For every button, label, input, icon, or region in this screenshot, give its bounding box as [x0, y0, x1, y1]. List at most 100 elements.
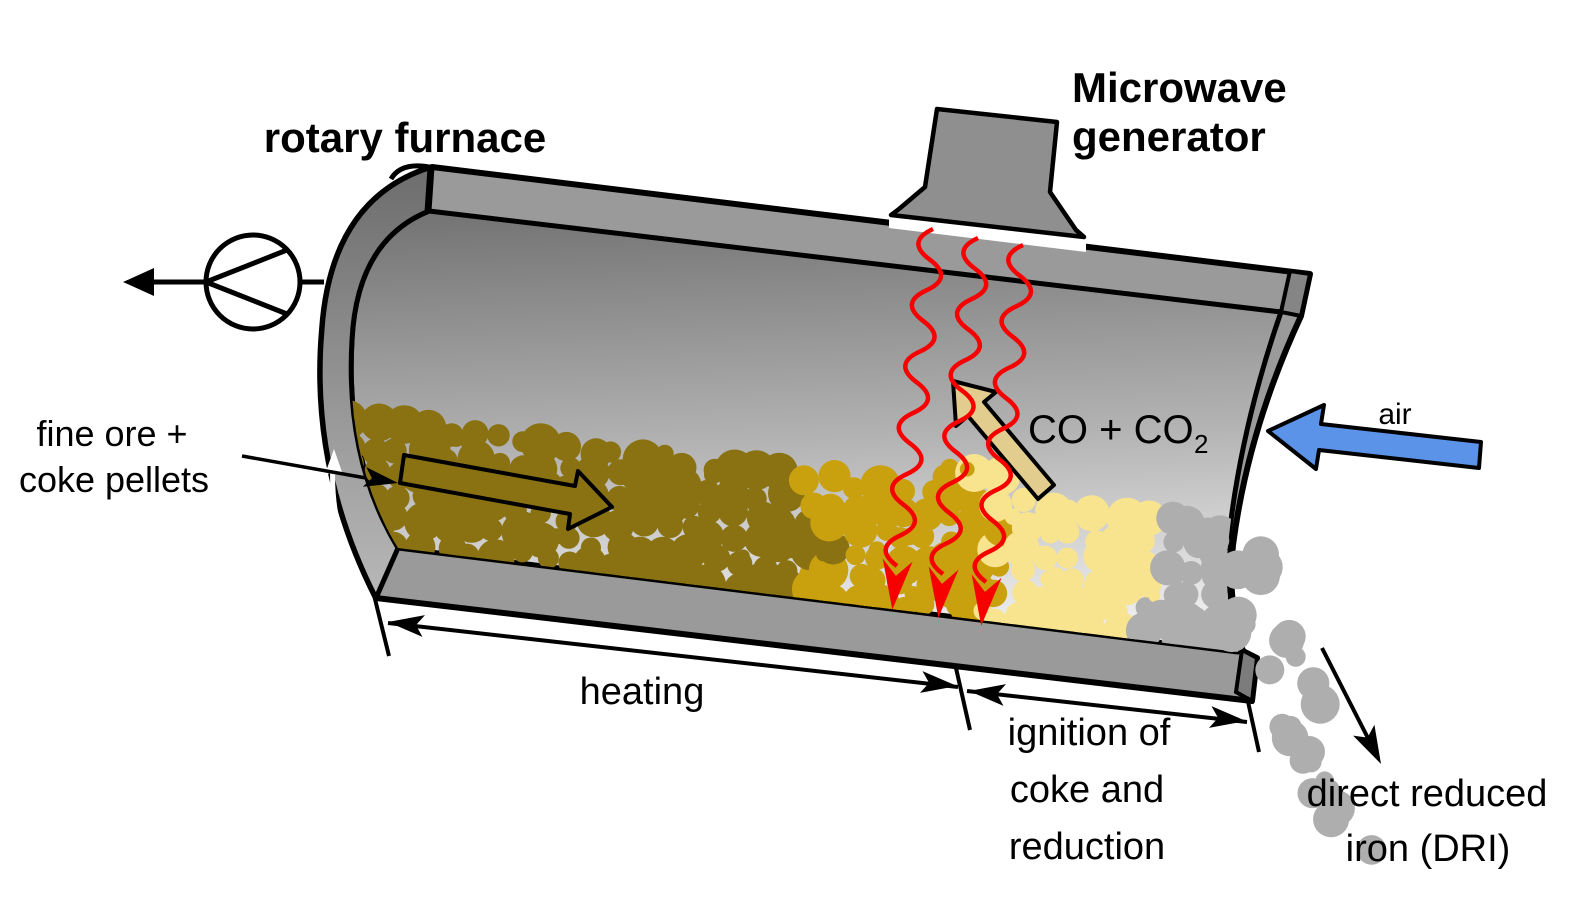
pellet — [362, 438, 390, 466]
ignition-zone-label-line1: ignition of — [1008, 712, 1171, 754]
dri-pellet — [1297, 778, 1328, 809]
pellet — [716, 465, 733, 482]
microwave-rays — [882, 226, 1034, 626]
pellet — [1084, 503, 1099, 518]
furnace-corner-curl — [388, 163, 435, 181]
feed-label-line2: coke pellets — [19, 459, 209, 500]
dri-pointer-arrowhead — [1353, 724, 1381, 764]
pellet — [520, 423, 561, 464]
dri-pellet — [1318, 790, 1355, 827]
pellet — [1011, 487, 1036, 512]
pellet — [818, 460, 851, 493]
pellet — [792, 525, 809, 543]
dri-pellet — [1300, 684, 1340, 724]
pellet — [1056, 547, 1078, 569]
pellet — [390, 416, 409, 435]
pellet — [1032, 545, 1058, 571]
pellet — [760, 452, 798, 490]
pellet — [1096, 588, 1113, 604]
pellet — [860, 567, 886, 593]
dri-pellet — [1279, 715, 1302, 738]
pellet — [1198, 517, 1218, 536]
pellet — [815, 493, 846, 524]
dri-pellet — [1255, 655, 1285, 685]
offgas-label: CO + CO — [1028, 408, 1194, 452]
ignition-zone-label-line3: reduction — [1009, 826, 1165, 868]
pellet — [617, 486, 658, 527]
microwave-arrowhead — [882, 558, 913, 610]
ignition-arrow-right — [1209, 706, 1246, 728]
air-arrow — [1266, 403, 1483, 471]
dri-pellet — [1241, 556, 1280, 596]
microwave-wave — [883, 226, 944, 568]
pellet — [737, 549, 750, 563]
pellet — [629, 555, 646, 572]
spilled-dri-pellets — [1209, 530, 1387, 865]
pellet — [580, 537, 602, 558]
pellet — [599, 441, 622, 463]
pellet — [1114, 503, 1131, 519]
pellet — [530, 527, 550, 546]
pellet — [562, 439, 580, 456]
waveguide-slot — [889, 217, 1086, 252]
furnace-corner-seam — [424, 167, 433, 213]
pellet — [842, 477, 865, 499]
pellet — [1040, 571, 1057, 588]
pellet — [421, 428, 439, 446]
dri-pellet — [1209, 530, 1230, 551]
pellet — [842, 495, 873, 525]
zone-dimension-lines — [372, 594, 1381, 764]
feed-pointer-arrow — [241, 454, 398, 487]
dri-pellet — [1272, 619, 1306, 653]
product-label-line1: direct reduced — [1307, 773, 1548, 815]
offgas-label-subscript: 2 — [1194, 429, 1208, 459]
offgas-arrow — [951, 379, 1056, 501]
pellet — [911, 566, 926, 581]
pellet — [1055, 499, 1080, 523]
pellet — [547, 528, 565, 545]
pellet — [655, 444, 674, 463]
pellet — [760, 507, 796, 543]
pellet — [1043, 511, 1060, 527]
pellet — [413, 508, 432, 526]
heating-zone-label: heating — [580, 671, 705, 713]
microwave-wave — [929, 235, 989, 576]
pellet — [1167, 505, 1206, 544]
dri-pellet — [1235, 614, 1256, 635]
exhaust-pump-icon — [123, 232, 324, 332]
pellet — [645, 536, 680, 571]
pellet — [860, 465, 901, 506]
feed-label-line1: fine ore + — [36, 413, 187, 454]
pellet — [845, 545, 866, 566]
microwave-wave — [972, 242, 1034, 584]
dri-pellet — [1356, 835, 1387, 865]
pellet — [776, 560, 798, 582]
pellet — [891, 511, 904, 524]
dri-pointer-line — [1320, 647, 1374, 747]
pellet — [558, 527, 580, 549]
pellet — [351, 400, 368, 440]
furnace-title: rotary furnace — [264, 114, 546, 161]
pellet — [691, 520, 724, 553]
microwave-arrowhead — [928, 566, 959, 618]
pellet — [904, 586, 921, 603]
pellet — [489, 452, 511, 474]
pellet — [1024, 528, 1040, 543]
material-flow-arrow — [398, 453, 614, 531]
pellet — [676, 462, 690, 475]
heating-arrow-left — [388, 615, 425, 637]
heating-arrow-right — [920, 671, 957, 693]
generator-label-line1: Microwave — [1072, 64, 1287, 111]
air-label: air — [1378, 398, 1411, 431]
furnace-bottom-band-end-face — [1233, 646, 1260, 705]
dri-pellet — [1221, 553, 1247, 579]
pellet — [701, 492, 718, 509]
pellet — [1103, 600, 1128, 625]
pellet — [1179, 561, 1203, 585]
ignition-arrow-left — [969, 684, 1006, 706]
pellet — [868, 541, 886, 559]
generator-label-line2: generator — [1072, 113, 1266, 160]
pellet — [788, 465, 819, 496]
